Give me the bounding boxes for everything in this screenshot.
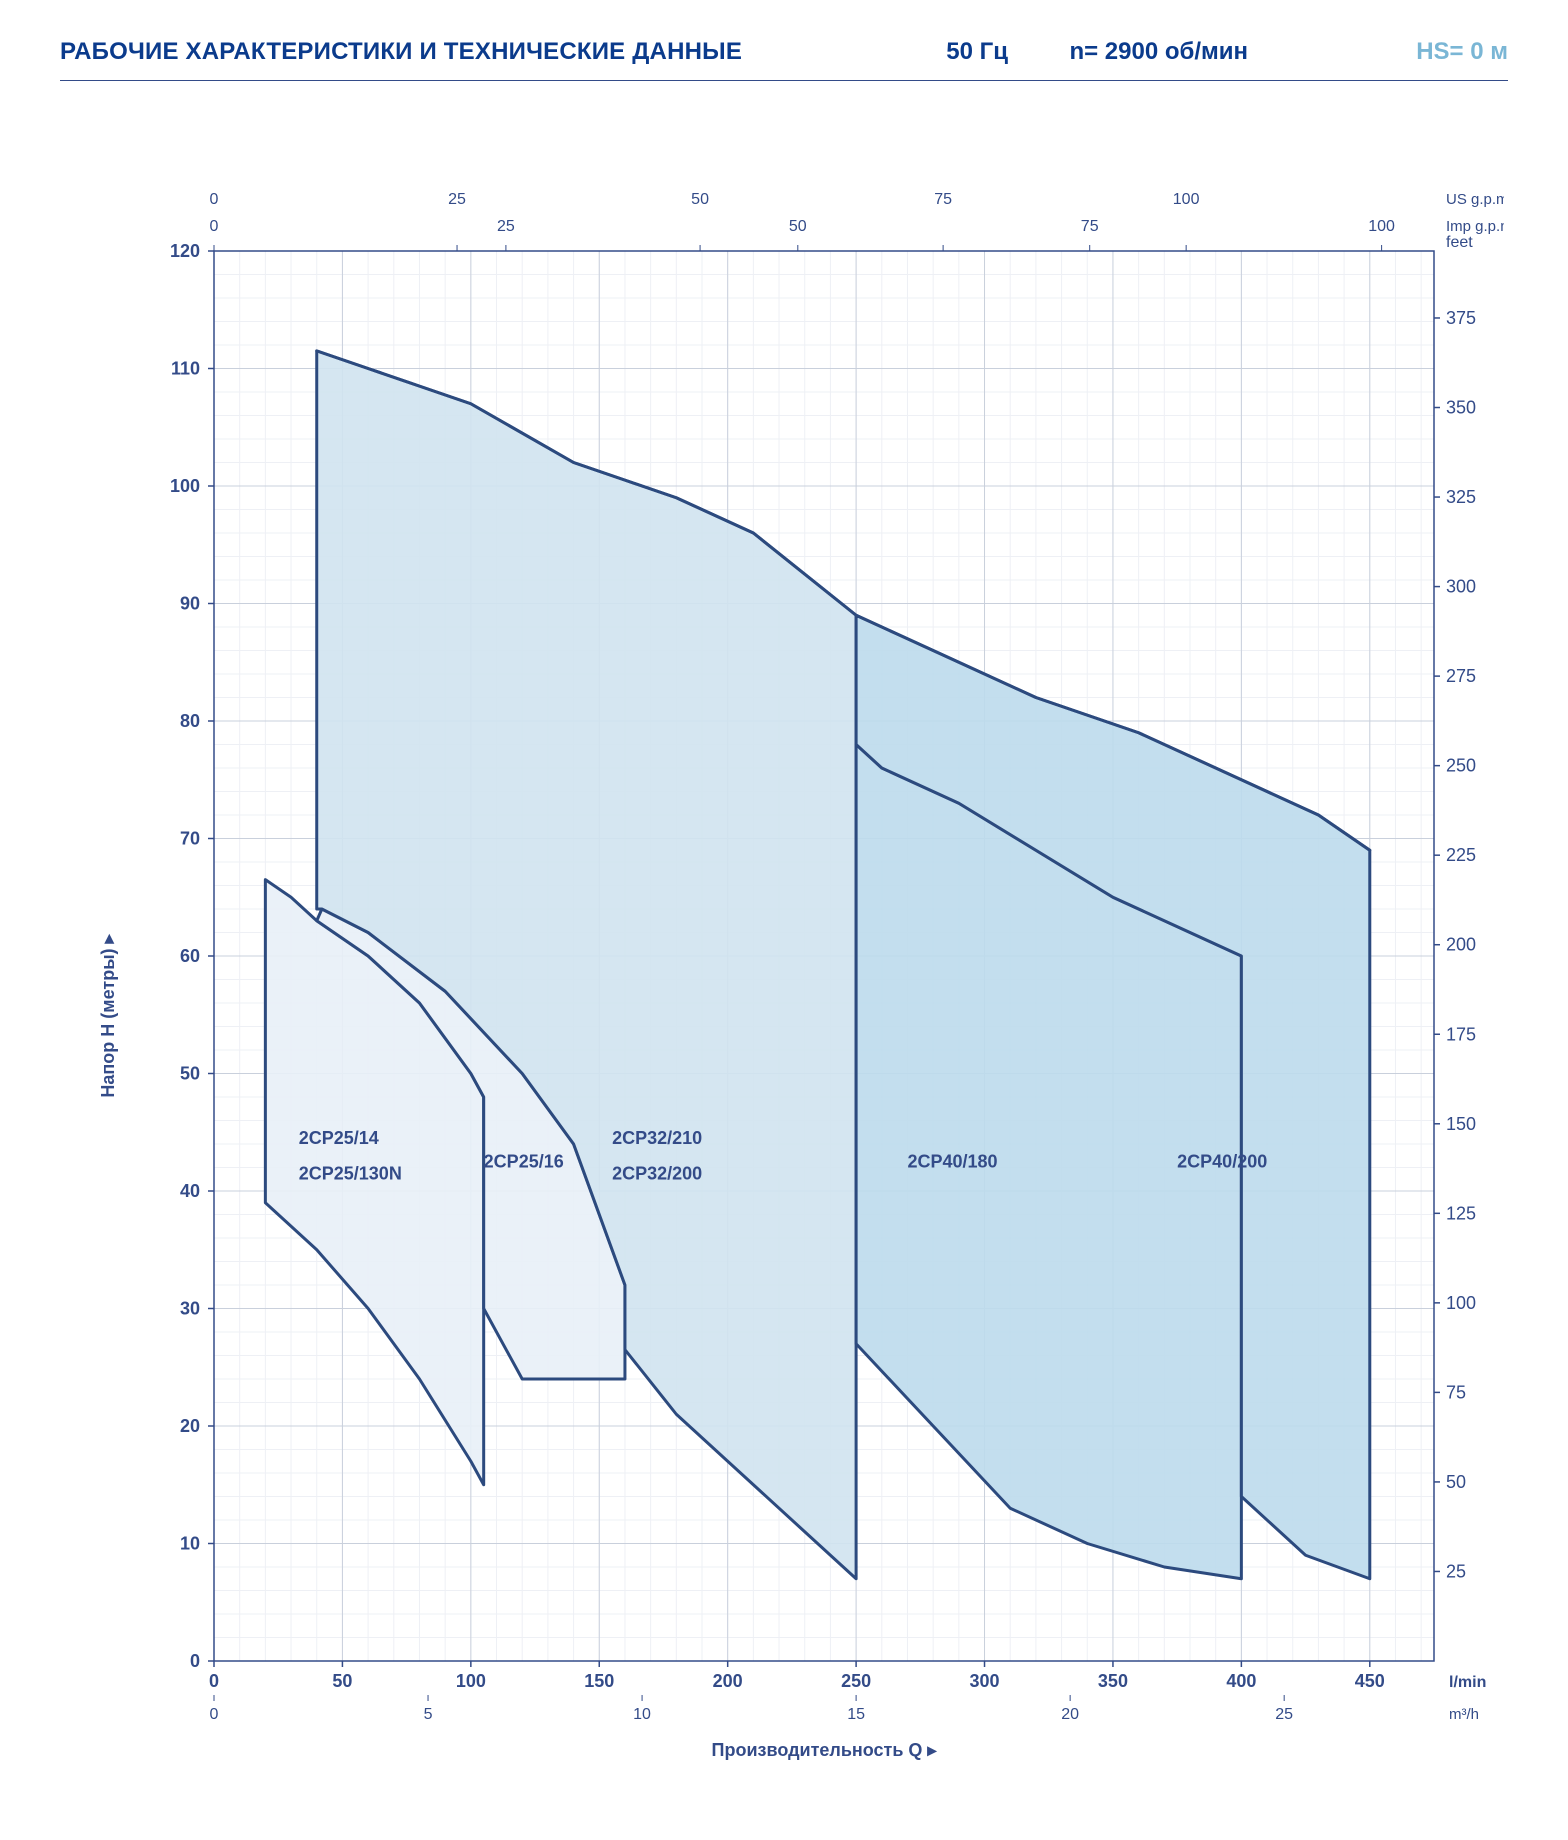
rpm-label: n= 2900 об/мин [1069,38,1248,66]
svg-text:50: 50 [180,1064,200,1084]
svg-text:l/min: l/min [1449,1674,1486,1691]
svg-text:50: 50 [1446,1472,1466,1492]
svg-text:20: 20 [180,1416,200,1436]
svg-text:200: 200 [713,1671,743,1691]
svg-text:20: 20 [1061,1706,1079,1723]
svg-text:300: 300 [970,1671,1000,1691]
svg-text:0: 0 [210,1706,219,1723]
svg-text:275: 275 [1446,666,1476,686]
svg-text:US g.p.m.: US g.p.m. [1446,191,1504,208]
svg-text:110: 110 [171,359,200,379]
svg-text:100: 100 [1446,1293,1476,1313]
page-title: РАБОЧИЕ ХАРАКТЕРИСТИКИ И ТЕХНИЧЕСКИЕ ДАН… [60,38,742,66]
svg-text:80: 80 [180,711,200,731]
svg-text:25: 25 [448,191,466,208]
svg-text:5: 5 [424,1706,433,1723]
performance-chart: 2CP25/14 2CP25/130N 2CP25/16 2CP32/210 2CP32… [64,101,1504,1781]
svg-text:70: 70 [180,829,200,849]
svg-text:100: 100 [1368,218,1395,235]
svg-text:175: 175 [1446,1024,1476,1044]
region-label: 2CP25/16 [484,1152,564,1172]
hs-label: HS= 0 м [1416,38,1508,66]
svg-text:400: 400 [1226,1671,1256,1691]
region-label: 2CP25/130N [299,1163,402,1183]
svg-text:120: 120 [170,241,200,261]
region-label: 2CP32/200 [612,1163,702,1183]
svg-text:Imp g.p.m.: Imp g.p.m. [1446,218,1504,235]
svg-text:325: 325 [1446,487,1476,507]
svg-text:300: 300 [1446,577,1476,597]
svg-text:Производительность Q ▸: Производительность Q ▸ [712,1740,938,1760]
svg-text:50: 50 [332,1671,352,1691]
chart-container: 2CP25/14 2CP25/130N 2CP25/16 2CP32/210 2CP32… [64,101,1504,1781]
frequency-label: 50 Гц [946,38,1008,66]
svg-text:10: 10 [180,1534,200,1554]
svg-text:75: 75 [934,191,952,208]
svg-text:375: 375 [1446,308,1476,328]
svg-text:75: 75 [1446,1382,1466,1402]
svg-text:250: 250 [841,1671,871,1691]
svg-text:feet: feet [1446,234,1473,251]
region-label: 2CP40/200 [1177,1152,1267,1172]
svg-text:125: 125 [1446,1203,1476,1223]
svg-text:150: 150 [584,1671,614,1691]
header: РАБОЧИЕ ХАРАКТЕРИСТИКИ И ТЕХНИЧЕСКИЕ ДАН… [60,40,1508,81]
svg-text:10: 10 [633,1706,651,1723]
svg-text:Напор H (метры) ▸: Напор H (метры) ▸ [98,933,118,1097]
svg-text:30: 30 [180,1299,200,1319]
svg-text:450: 450 [1355,1671,1385,1691]
region-label: 2CP32/210 [612,1128,702,1148]
svg-text:25: 25 [1275,1706,1293,1723]
region-label: 2CP40/180 [907,1152,997,1172]
svg-text:100: 100 [1173,191,1200,208]
svg-text:250: 250 [1446,756,1476,776]
svg-text:0: 0 [209,1671,219,1691]
svg-text:350: 350 [1446,398,1476,418]
svg-text:150: 150 [1446,1114,1476,1134]
svg-text:75: 75 [1081,218,1099,235]
svg-text:0: 0 [210,191,219,208]
svg-text:350: 350 [1098,1671,1128,1691]
svg-text:0: 0 [190,1651,200,1671]
svg-text:15: 15 [847,1706,865,1723]
svg-text:225: 225 [1446,845,1476,865]
svg-text:90: 90 [180,594,200,614]
svg-text:100: 100 [170,476,200,496]
svg-text:25: 25 [497,218,515,235]
svg-text:50: 50 [691,191,709,208]
svg-text:m³/h: m³/h [1449,1706,1479,1723]
svg-text:50: 50 [789,218,807,235]
svg-text:200: 200 [1446,935,1476,955]
svg-text:100: 100 [456,1671,486,1691]
svg-text:25: 25 [1446,1561,1466,1581]
page-root: РАБОЧИЕ ХАРАКТЕРИСТИКИ И ТЕХНИЧЕСКИЕ ДАН… [0,0,1568,1840]
svg-text:40: 40 [180,1181,200,1201]
svg-text:0: 0 [210,218,219,235]
region-label: 2CP25/14 [299,1128,379,1148]
svg-text:60: 60 [180,946,200,966]
